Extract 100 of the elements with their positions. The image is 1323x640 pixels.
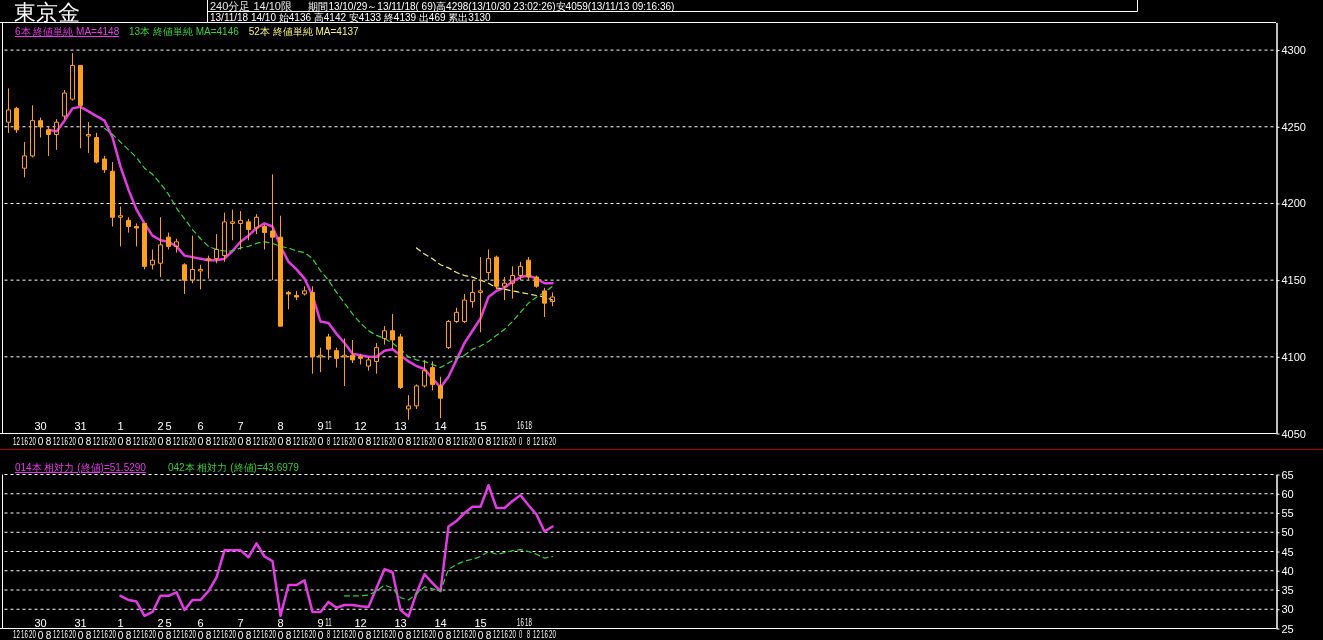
x-tick-label: 16 <box>501 436 509 448</box>
x-tick-label: 20 <box>269 630 277 640</box>
text: 13本 終値単純 MA=4146 <box>129 26 240 37</box>
candlestick <box>14 106 19 134</box>
candlestick <box>318 347 323 373</box>
y-tick-label: 4300 <box>1281 44 1306 57</box>
candlestick <box>326 333 331 361</box>
candlestick <box>454 307 459 324</box>
x-tick-label: 8 0 <box>277 419 284 447</box>
candlestick <box>526 256 531 281</box>
candlestick <box>238 210 243 250</box>
x-tick-label: 20 <box>469 630 477 640</box>
x-tick-label: 5 8 <box>165 616 172 640</box>
candlestick <box>198 264 203 290</box>
x-tick-label: 8 <box>365 629 372 640</box>
x-tick-label: 20 <box>69 630 77 640</box>
candlestick <box>366 356 371 372</box>
x-tick-label: 16 <box>421 630 429 640</box>
candlestick <box>70 52 75 102</box>
x-tick-label: 12 <box>413 630 421 640</box>
x-tick-label: 8 <box>245 436 252 447</box>
x-tick-label: 8 <box>85 629 92 640</box>
x-tick-label: 9 0 <box>317 419 324 447</box>
candlestick <box>214 233 219 264</box>
candlestick <box>414 383 419 410</box>
x-tick-label: 8 <box>285 629 292 640</box>
candlestick <box>398 333 403 390</box>
candlestick <box>270 173 275 281</box>
x-tick-label: 12 <box>173 436 181 448</box>
candlestick <box>30 104 35 158</box>
x-tick-label: 16 <box>221 630 229 640</box>
x-tick-label: 16 <box>541 436 549 448</box>
x-tick-label: 8 <box>205 629 212 640</box>
x-tick-label: 16 <box>21 630 29 640</box>
candlestick <box>486 248 491 281</box>
x-tick-label: 1 0 <box>117 419 124 447</box>
x-tick-label: 12 <box>173 630 181 640</box>
x-tick-label: 8 <box>445 436 452 447</box>
x-tick-label: 9 0 <box>317 616 324 640</box>
annotation: 13/11/18 14/10 始4136 高4142 安4133 終4139 出469 累出3130 <box>210 11 492 23</box>
x-tick-label: 12 <box>493 436 501 448</box>
x-tick-label: 12 <box>253 630 261 640</box>
text: 期間13/10/29～13/11/18( 69)高4298(13/10/30 23:02:26)安4059(13/11/13 09:16:36) <box>308 0 675 12</box>
x-tick-label: 20 <box>549 630 557 640</box>
line-series <box>415 247 554 301</box>
candlestick <box>94 132 99 165</box>
x-tick-label: 16 <box>141 436 149 448</box>
x-tick-label: 16 <box>421 436 429 448</box>
candlestick <box>206 255 211 280</box>
x-tick-label: 16 0 <box>517 616 524 640</box>
x-tick-label: 8 <box>485 629 492 640</box>
x-tick-label: 18 8 <box>525 616 532 640</box>
candlestick <box>182 262 187 295</box>
candlestick <box>550 291 555 307</box>
x-tick-label: 8 <box>125 629 132 640</box>
x-tick-label: 16 <box>341 436 349 448</box>
x-tick-label: 12 <box>333 630 341 640</box>
x-tick-label: 16 <box>461 630 469 640</box>
x-tick-label: 12 <box>373 436 381 448</box>
candlestick <box>310 285 315 375</box>
y-tick-label: 55 <box>1281 507 1294 520</box>
candlestick <box>46 126 51 157</box>
candlestick <box>294 290 299 301</box>
x-tick-label: 16 <box>341 630 349 640</box>
candlestick <box>6 87 11 134</box>
x-tick-label: 16 <box>141 630 149 640</box>
x-tick-label: 12 <box>213 630 221 640</box>
candlestick <box>478 256 483 333</box>
x-tick-label: 8 0 <box>277 616 284 640</box>
x-tick-label: 6 0 <box>197 616 204 640</box>
candlestick <box>246 218 251 241</box>
y-tick-label: 65 <box>1281 468 1294 481</box>
x-tick-label: 12 <box>493 630 501 640</box>
x-tick-label: 20 <box>229 436 237 448</box>
x-tick-label: 20 <box>189 630 197 640</box>
x-tick-label: 16 <box>461 436 469 448</box>
candlestick <box>470 279 475 309</box>
x-tick-label: 20 <box>109 436 117 448</box>
x-tick-label: 16 <box>301 630 309 640</box>
x-tick-label: 8 <box>245 629 252 640</box>
candlestick <box>334 347 339 369</box>
x-tick-label: 20 <box>309 630 317 640</box>
x-tick-label: 2 0 <box>157 419 164 447</box>
x-tick-label: 7 0 <box>237 616 244 640</box>
candlestick <box>142 222 147 270</box>
y-tick-label: 4100 <box>1281 350 1306 363</box>
candlestick <box>518 261 523 281</box>
x-tick-label: 12 <box>413 436 421 448</box>
x-tick-label: 2 0 <box>157 616 164 640</box>
y-tick-label: 4200 <box>1281 197 1306 210</box>
x-tick-label: 20 <box>549 436 557 448</box>
candlestick <box>390 313 395 350</box>
x-tick-label: 12 <box>453 436 461 448</box>
x-tick-label: 11 8 <box>325 419 332 448</box>
x-tick-label: 20 <box>149 436 157 448</box>
candlestick <box>406 394 411 421</box>
x-tick-label: 7 0 <box>237 419 244 447</box>
candlestick <box>134 222 139 247</box>
x-tick-label: 12 <box>213 436 221 448</box>
x-tick-label: 8 <box>405 436 412 447</box>
